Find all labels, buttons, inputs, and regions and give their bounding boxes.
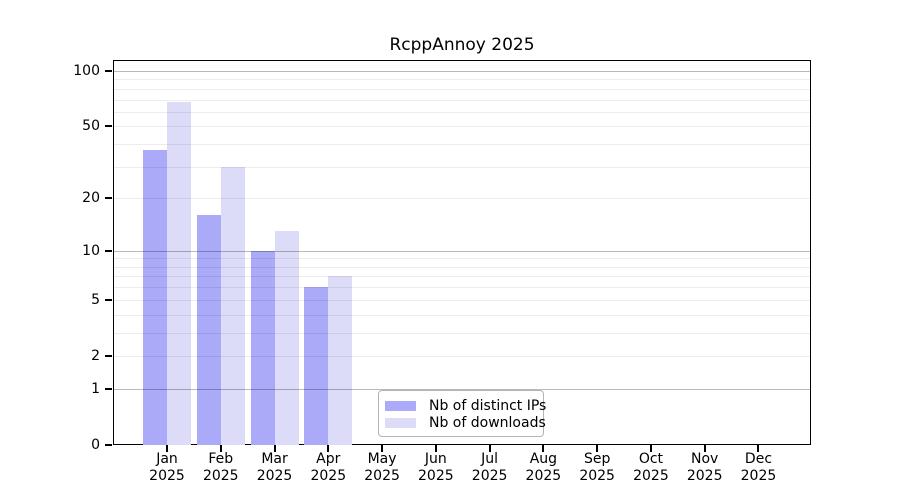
bar-downloads-apr	[328, 276, 353, 445]
x-tick-mark	[488, 445, 491, 452]
x-tick-label-sep: Sep 2025	[579, 451, 615, 484]
legend-swatch-distinct-ips	[385, 400, 416, 411]
gridline-minor	[113, 79, 811, 81]
gridline-minor	[113, 355, 811, 357]
y-tick-label: 1	[91, 380, 100, 397]
gridline-decade	[113, 71, 811, 72]
gridline-minor	[113, 111, 811, 113]
y-tick-label: 10	[82, 242, 100, 259]
gridline-minor	[113, 314, 811, 316]
gridline-minor	[113, 258, 811, 260]
bar-downloads-mar	[274, 231, 299, 445]
gridline-minor	[113, 198, 811, 200]
x-tick-label-nov: Nov 2025	[686, 451, 723, 484]
gridline-minor	[113, 166, 811, 168]
bar-downloads-feb	[220, 166, 245, 445]
legend-box: Nb of distinct IPs Nb of downloads	[378, 390, 547, 437]
y-tick-mark	[105, 125, 112, 128]
gridline-decade	[113, 250, 811, 252]
gridline-decade	[113, 388, 811, 390]
chart-title: RcppAnnoy 2025	[389, 35, 535, 55]
gridline-minor	[113, 332, 811, 334]
gridline-minor	[113, 276, 811, 278]
gridline-minor	[113, 144, 811, 146]
x-tick-label-jan: Jan 2025	[149, 451, 185, 484]
y-tick-label: 100	[73, 63, 100, 79]
x-tick-mark	[327, 445, 330, 452]
legend-label-distinct-ips: Nb of distinct IPs	[429, 397, 547, 414]
y-tick-label: 20	[82, 190, 100, 207]
y-tick-mark	[105, 354, 112, 357]
y-tick-mark	[105, 298, 112, 301]
y-tick-label: 50	[82, 118, 100, 135]
x-tick-mark	[219, 445, 222, 452]
legend-row-distinct-ips: Nb of distinct IPs	[385, 397, 547, 414]
y-tick-mark	[105, 387, 112, 390]
x-tick-label-apr: Apr 2025	[310, 451, 347, 484]
gridline-minor	[113, 287, 811, 289]
bar-distinct-ips-feb	[196, 215, 221, 445]
y-tick-mark	[105, 70, 112, 72]
gridline-minor	[113, 126, 811, 128]
x-tick-mark	[649, 445, 652, 452]
x-tick-mark	[381, 445, 384, 452]
x-tick-mark	[166, 445, 168, 452]
x-tick-label-may: May 2025	[364, 451, 400, 484]
x-tick-mark	[596, 445, 599, 452]
x-tick-label-jul: Jul 2025	[471, 451, 508, 484]
x-tick-label-oct: Oct 2025	[633, 451, 669, 484]
x-tick-label-feb: Feb 2025	[202, 451, 239, 484]
y-tick-mark	[105, 444, 112, 446]
legend-label-downloads: Nb of downloads	[429, 414, 546, 431]
x-tick-mark	[757, 445, 760, 452]
x-tick-label-dec: Dec 2025	[740, 451, 777, 484]
gridline-minor	[113, 299, 811, 301]
y-tick-label: 2	[91, 347, 100, 364]
bar-distinct-ips-jan	[143, 150, 167, 445]
bar-downloads-jan	[167, 101, 191, 445]
y-tick-label: 0	[91, 437, 100, 453]
legend-row-downloads: Nb of downloads	[385, 414, 546, 431]
bar-distinct-ips-apr	[304, 287, 329, 445]
x-tick-mark	[703, 445, 706, 452]
y-tick-label: 5	[91, 291, 100, 308]
bar-distinct-ips-mar	[250, 250, 275, 445]
x-tick-label-mar: Mar 2025	[256, 451, 293, 484]
x-tick-mark	[273, 445, 276, 452]
gridline-minor	[113, 266, 811, 268]
x-tick-mark	[542, 445, 545, 452]
y-tick-mark	[105, 197, 112, 200]
x-tick-label-jun: Jun 2025	[418, 451, 454, 484]
gridline-minor	[113, 88, 811, 90]
x-tick-label-aug: Aug 2025	[525, 451, 562, 484]
y-tick-mark	[105, 249, 112, 252]
plot-border	[113, 60, 811, 445]
gridline-minor	[113, 99, 811, 101]
x-tick-mark	[434, 445, 437, 452]
legend-swatch-downloads	[385, 417, 416, 428]
